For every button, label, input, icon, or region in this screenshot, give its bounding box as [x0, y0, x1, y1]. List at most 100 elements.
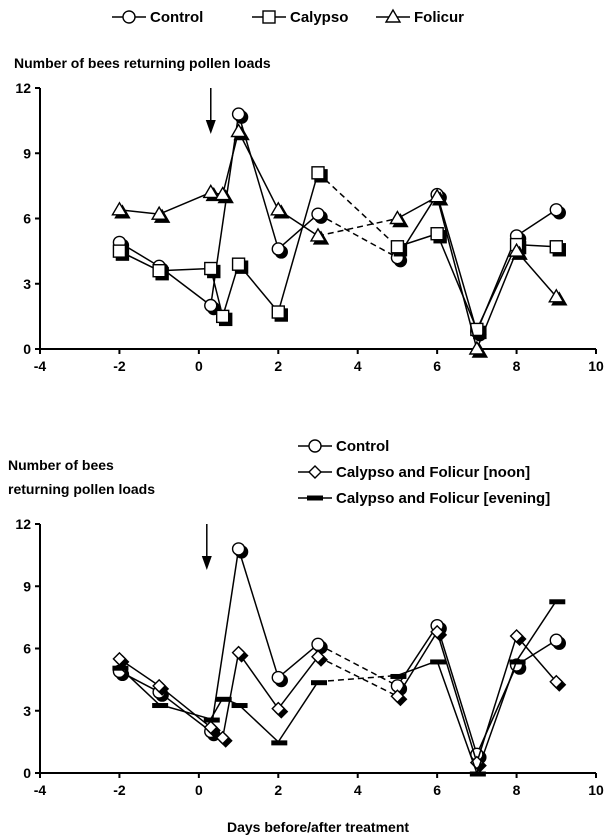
panel1-series-0	[112, 107, 566, 342]
panel2-series-2-point	[271, 740, 288, 746]
panel1-series-2	[111, 123, 568, 358]
legend-bottom: Control Calypso and Folicur [noon] Calypso…	[298, 438, 550, 507]
panel2-xtick-label: 0	[195, 782, 203, 798]
panel2-series-1-point	[390, 689, 408, 707]
panel2-series-2-point	[469, 771, 486, 777]
panel2-series-1	[112, 624, 567, 773]
panel2-xtick-label: 10	[588, 782, 604, 798]
panel1-treatment-arrow	[205, 88, 216, 134]
legend-top-label: Folicur	[414, 9, 464, 26]
panel1-series-1-segment	[476, 244, 518, 330]
legend-top-glyph	[376, 8, 410, 23]
panel1-series-0-segment	[277, 213, 319, 250]
legend-top-label: Calypso	[290, 9, 348, 26]
panel1-xtick-label: -2	[113, 358, 126, 374]
panel2-series-1-point	[112, 651, 130, 669]
panel2-series-1-point	[203, 720, 221, 738]
panel2-series-2-segment	[317, 674, 398, 683]
panel2-ytick-label: 9	[23, 578, 31, 594]
panel2-series-1-segment	[237, 652, 279, 710]
panel1-ytick-label: 3	[23, 276, 31, 292]
panel2-xtick-label: -4	[34, 782, 47, 798]
panel1-series-2-point	[548, 288, 568, 306]
panel2-series-1-segment	[476, 635, 518, 763]
panel2-series-2-point	[390, 673, 407, 679]
panel2-series-0-segment	[237, 548, 280, 678]
panel1-series-1	[112, 166, 566, 340]
panel2-series-1-point	[271, 701, 289, 719]
legend-bottom-glyph	[298, 465, 332, 479]
panel2-series-2-point	[311, 680, 327, 686]
panel1-series-2-point	[428, 188, 449, 206]
panel1-series-1-point	[152, 264, 169, 281]
panel2-series-1-segment	[221, 652, 240, 738]
panel2-series-0-segment	[317, 643, 398, 687]
panel2-series-1-point	[509, 629, 527, 647]
panel2-series-2-point	[231, 703, 248, 709]
panel1-series-1-point	[204, 261, 221, 279]
panel1-ytick-label: 12	[15, 80, 31, 96]
panel2-series-0-segment	[436, 625, 478, 755]
panel2-series-2-segment	[476, 660, 518, 774]
panel2-series-2	[112, 599, 566, 777]
panel1-series-1-point	[112, 244, 130, 261]
panel2-xtick-label: 2	[274, 782, 282, 798]
panel1-ylabel: Number of bees returning pollen loads	[14, 55, 271, 71]
panel2-series-2-point	[112, 665, 129, 671]
panel2-series-1-segment	[396, 631, 438, 697]
panel2-series-0-point	[271, 670, 288, 688]
panel1-series-0-segment	[436, 194, 478, 332]
panel1-series-2-segment	[119, 209, 160, 215]
panel1-series-2-segment	[158, 191, 212, 215]
panel1-series-1-point	[231, 257, 249, 274]
panel1-series-1-segment	[436, 233, 478, 330]
panel2-series-0-segment	[210, 548, 240, 732]
panel2-xtick-label: -2	[113, 782, 126, 798]
panel2-series-2-point	[509, 659, 526, 665]
panel1-ytick-label: 6	[23, 211, 31, 227]
panel2-treatment-arrow	[201, 524, 212, 570]
panel2-series-0-point	[231, 542, 249, 559]
panel1-series-1-point	[271, 305, 288, 322]
panel2-series-1-point	[152, 678, 170, 696]
panel1-series-0-point	[549, 203, 566, 220]
panel1-series-2-point	[309, 227, 330, 245]
legend-bottom-glyph	[298, 439, 332, 453]
panel2-series-1-point	[549, 674, 567, 692]
panel2-series-2-point	[203, 717, 220, 723]
panel2-series-0	[112, 542, 566, 765]
panel1-xtick-label: 0	[195, 358, 203, 374]
panel2-series-1-segment	[277, 656, 319, 710]
panel1-xtick-label: -4	[34, 358, 47, 374]
panel1-series-2-segment	[221, 131, 240, 195]
panel2-series-1-segment	[436, 631, 478, 763]
panel2-series-0-point	[311, 637, 328, 655]
legend-bottom-label: Calypso and Folicur [evening]	[336, 490, 550, 507]
legend-top-label: Control	[150, 9, 203, 26]
panel1-xtick-label: 10	[588, 358, 604, 374]
legend-bottom-glyph	[298, 495, 332, 501]
legend-top-glyph	[112, 10, 146, 24]
panel2-series-1-point	[231, 645, 249, 663]
panel1-xtick-label: 8	[513, 358, 521, 374]
panel1-series-0-point	[204, 298, 221, 316]
panel1-chart: 0 3 6 9 12 -4 -2 0 2 4 6 8 10	[15, 80, 604, 374]
panel1-series-0-segment	[317, 213, 398, 259]
panel2-series-0-segment	[277, 643, 319, 679]
panel1-series-1-segment	[277, 172, 319, 313]
panel2-xtick-label: 6	[433, 782, 441, 798]
panel1-series-2-point	[230, 123, 250, 141]
panel2-series-1-segment	[516, 635, 557, 683]
panel1-xtick-label: 4	[354, 358, 362, 374]
panel2-xlabel: Days before/after treatment	[227, 819, 409, 835]
panel2-xtick-label: 4	[354, 782, 362, 798]
panel1-series-1-point	[470, 322, 487, 340]
panel2-series-1-point	[430, 624, 448, 642]
panel2-series-1-point	[311, 649, 328, 667]
panel2-ytick-label: 3	[23, 703, 31, 719]
panel2-series-0-point	[549, 633, 566, 650]
panel2-series-1-point	[215, 730, 233, 748]
panel2-series-2-segment	[515, 600, 557, 662]
panel2-series-2-point	[430, 659, 447, 665]
